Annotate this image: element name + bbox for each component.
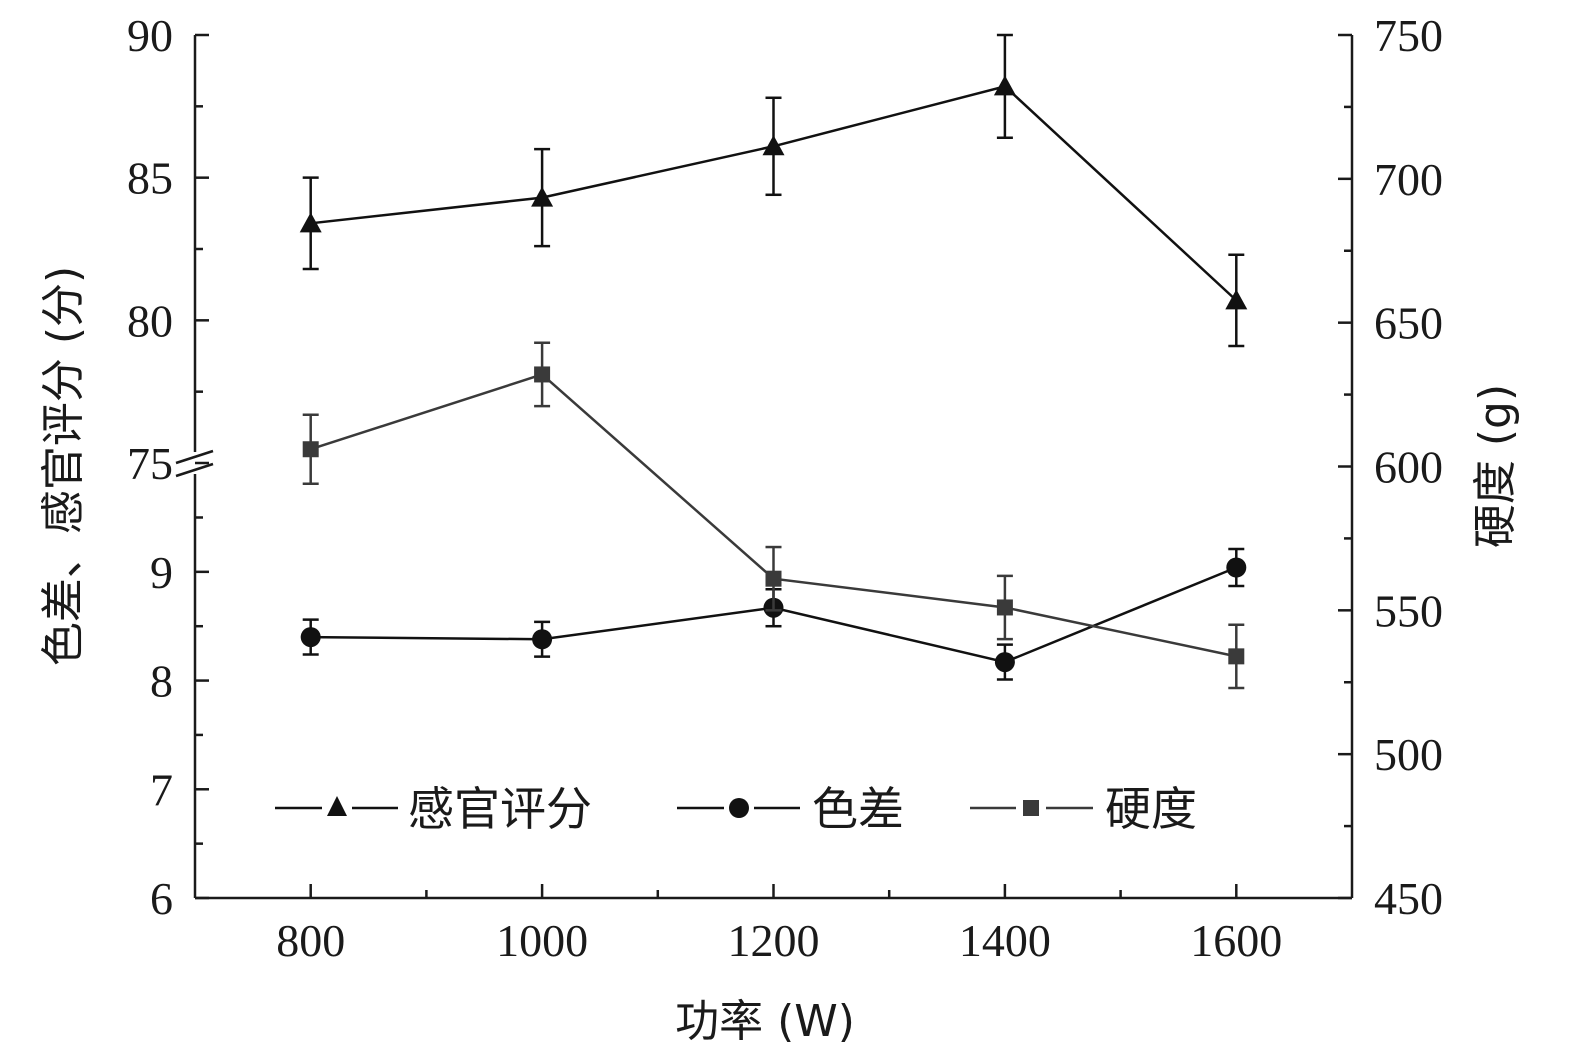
data-point-triangle: [993, 75, 1016, 96]
data-point-square: [765, 570, 782, 587]
y-left-lower-tick-label: 7: [150, 764, 173, 815]
legend-label-sensory: 感官评分: [408, 782, 592, 836]
y-right-tick-label: 550: [1374, 585, 1443, 636]
axes: [175, 35, 1354, 900]
data-point-triangle: [299, 212, 322, 233]
data-point-circle: [994, 652, 1015, 673]
y-right-tick-label: 650: [1374, 298, 1443, 349]
y-right-tick-label: 500: [1374, 729, 1443, 780]
axis-break-mark: [175, 449, 214, 478]
data-point-triangle: [531, 186, 554, 207]
x-tick-label: 1000: [496, 915, 588, 966]
data-point-circle: [1226, 557, 1247, 578]
data-point-square: [1228, 648, 1245, 665]
series-triangle: [299, 33, 1248, 348]
x-tick-label: 1600: [1190, 915, 1282, 966]
series-square: [302, 341, 1245, 690]
data-point-square: [534, 366, 551, 383]
legend-item-sensory: 感官评分: [275, 782, 592, 836]
y-left-upper-tick-label: 75: [127, 438, 173, 489]
data-point-triangle: [1225, 289, 1248, 310]
legend-label-color-difference: 色差: [812, 782, 904, 836]
x-tick-label: 1200: [728, 915, 820, 966]
legend-item-hardness: 硬度: [970, 782, 1197, 836]
left-y-axis-title: 色差、感官评分 (分): [38, 266, 89, 666]
y-right-tick-label: 450: [1374, 873, 1443, 924]
right-y-axis-title: 硬度 (g): [1470, 384, 1521, 548]
y-left-lower-tick-label: 8: [150, 656, 173, 707]
y-left-lower-tick-label: 9: [150, 547, 173, 598]
y-left-upper-tick-label: 80: [127, 295, 173, 346]
y-left-upper-tick-label: 90: [127, 10, 173, 61]
data-point-circle: [300, 627, 321, 648]
data-point-square: [302, 441, 319, 458]
y-left-upper-tick-label: 85: [127, 153, 173, 204]
legend-marker-square-icon: [1023, 800, 1039, 816]
legend-label-hardness: 硬度: [1105, 782, 1197, 836]
ticks: 800 1000 1200 1400 1600 75 80 85 90 6 7 8 9 450 500 550…: [127, 10, 1443, 966]
x-tick-label: 800: [276, 915, 345, 966]
y-right-tick-label: 750: [1374, 10, 1443, 61]
data-point-square: [996, 599, 1013, 616]
x-tick-label: 1400: [959, 915, 1051, 966]
legend: 感官评分 色差 硬度: [275, 782, 1197, 836]
legend-item-color-difference: 色差: [677, 782, 904, 836]
y-right-tick-label: 700: [1374, 154, 1443, 205]
y-left-lower-tick-label: 6: [150, 873, 173, 924]
x-axis-title: 功率 (W): [675, 996, 855, 1047]
legend-marker-triangle-icon: [327, 796, 347, 816]
series: [299, 33, 1248, 690]
data-point-circle: [532, 629, 553, 650]
legend-marker-circle-icon: [729, 798, 749, 818]
data-point-triangle: [762, 135, 785, 156]
y-right-tick-label: 600: [1374, 442, 1443, 493]
